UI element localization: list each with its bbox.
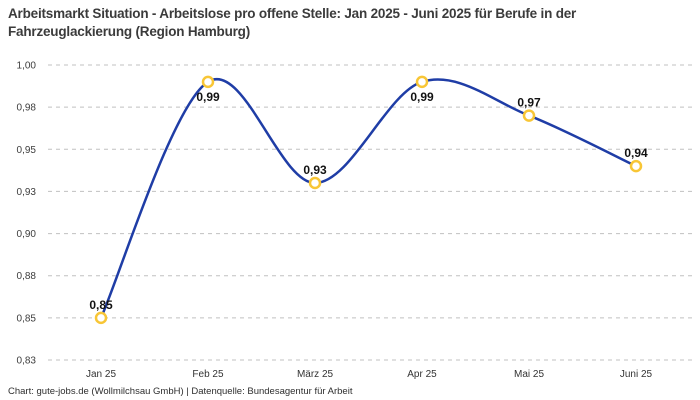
x-axis-tick-label: Mai 25 xyxy=(514,369,544,380)
data-point-value-label: 0,99 xyxy=(196,90,220,104)
x-axis-tick-label: Apr 25 xyxy=(407,369,437,380)
chart-title: Arbeitsmarkt Situation - Arbeitslose pro… xyxy=(8,6,577,39)
data-point-value-label: 0,85 xyxy=(89,298,113,312)
y-axis-tick-label: 0,88 xyxy=(17,271,37,282)
data-point-value-label: 0,94 xyxy=(624,146,648,160)
data-point-value-label: 0,93 xyxy=(303,163,327,177)
y-axis-tick-label: 0,83 xyxy=(17,356,37,367)
x-axis-tick-label: März 25 xyxy=(297,369,334,380)
data-point-marker xyxy=(94,311,108,325)
y-axis-tick-label: 0,90 xyxy=(17,229,37,240)
y-axis-tick-label: 0,98 xyxy=(17,103,37,114)
data-point-marker xyxy=(522,109,536,122)
data-point-marker xyxy=(629,159,643,173)
y-axis-tick-label: 0,85 xyxy=(17,313,37,324)
data-point-value-label: 0,99 xyxy=(410,90,434,104)
y-axis-tick-label: 0,93 xyxy=(17,187,37,198)
y-axis-tick-label: 0,95 xyxy=(17,145,37,156)
data-point-marker xyxy=(415,75,429,89)
x-axis-tick-label: Feb 25 xyxy=(192,369,224,380)
data-point-marker xyxy=(308,176,322,190)
data-point-marker xyxy=(201,75,215,89)
x-axis-tick-label: Jan 25 xyxy=(86,369,116,380)
chart-source-attribution: Chart: gute-jobs.de (Wollmilchsau GmbH) … xyxy=(8,386,353,397)
x-axis-tick-label: Juni 25 xyxy=(620,369,653,380)
y-axis-tick-label: 1,00 xyxy=(17,61,37,72)
series-line xyxy=(99,77,638,320)
data-point-value-label: 0,97 xyxy=(517,96,541,110)
